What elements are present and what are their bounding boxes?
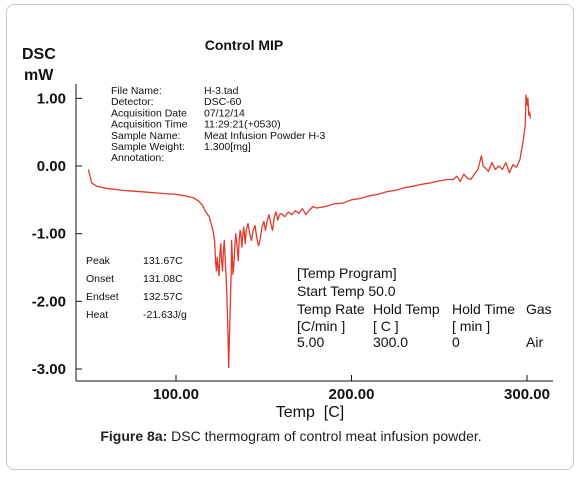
info-label: Acquisition Time [111,119,188,131]
figure-caption: Figure 8a: DSC thermogram of control mea… [0,428,582,444]
info-label: Sample Name: [111,130,180,142]
series-group [87,94,532,369]
x-axis-label: Temp [C] [276,404,344,421]
info-value: DSC-60 [204,96,242,108]
peak-value: 131.08C [143,273,183,285]
program-title: [Temp Program] [297,265,397,281]
program-value: Air [526,334,543,350]
info-label: Annotation: [111,152,164,164]
program-header: Hold Temp [373,301,440,317]
program-header: Gas [526,301,552,317]
info-block: File Name: H-3.tad Detector: DSC-60 Acquisit… [111,85,326,164]
caption-label: Figure 8a: [100,428,168,444]
x-tick-label: 300.00 [504,386,550,403]
peak-block: Peak 131.67C Onset 131.08C Endset 132.57C Heat… [86,255,187,321]
info-value: H-3.tad [204,85,239,97]
y-tick-label: -2.00 [32,293,66,310]
y-tick-label: 1.00 [37,90,66,107]
peak-label: Heat [86,309,108,321]
peak-value: -21.63J/g [143,309,187,321]
x-tick-label: 100.00 [153,386,199,403]
program-block: [Temp Program] Start Temp 50.0 Temp Rate Ho… [297,265,552,350]
program-unit: [ min ] [452,318,490,334]
program-header: Temp Rate [297,301,365,317]
caption-text: DSC thermogram of control meat infusion … [167,428,482,444]
y-tick-label: -3.00 [32,361,66,378]
info-value: Meat Infusion Powder H-3 [204,130,326,142]
program-value: 300.0 [373,334,408,350]
peak-label: Endset [86,291,119,303]
tick-labels: 100.00 200.00 300.001.000.00-1.00-2.00-3.0… [32,90,550,403]
y-axis-label-line1: DSC [22,46,56,63]
program-value: 0 [452,334,460,350]
info-label: Detector: [111,96,154,108]
y-tick-label: 0.00 [37,158,66,175]
figure-frame [6,4,574,470]
info-label: Sample Weight: [111,141,185,153]
peak-label: Peak [86,255,111,267]
dsc-curve [87,94,532,369]
x-tick-label: 200.00 [329,386,375,403]
info-label: File Name: [111,85,162,97]
program-start: Start Temp 50.0 [297,283,396,299]
info-value: 1.300[mg] [204,141,251,153]
chart-title: Control MIP [205,37,284,53]
program-unit: [C/min ] [297,318,345,334]
info-label: Acquisition Date [111,107,187,119]
peak-label: Onset [86,273,114,285]
program-header: Hold Time [452,301,515,317]
info-value: 11:29:21(+0530) [204,119,281,131]
peak-value: 132.57C [143,291,183,303]
axes [75,84,553,382]
y-tick-label: -1.00 [32,226,66,243]
info-value: 07/12/14 [204,107,245,119]
y-axis-label-line2: mW [24,67,54,84]
program-unit: [ C ] [373,318,399,334]
peak-value: 131.67C [143,255,183,267]
program-value: 5.00 [297,334,324,350]
